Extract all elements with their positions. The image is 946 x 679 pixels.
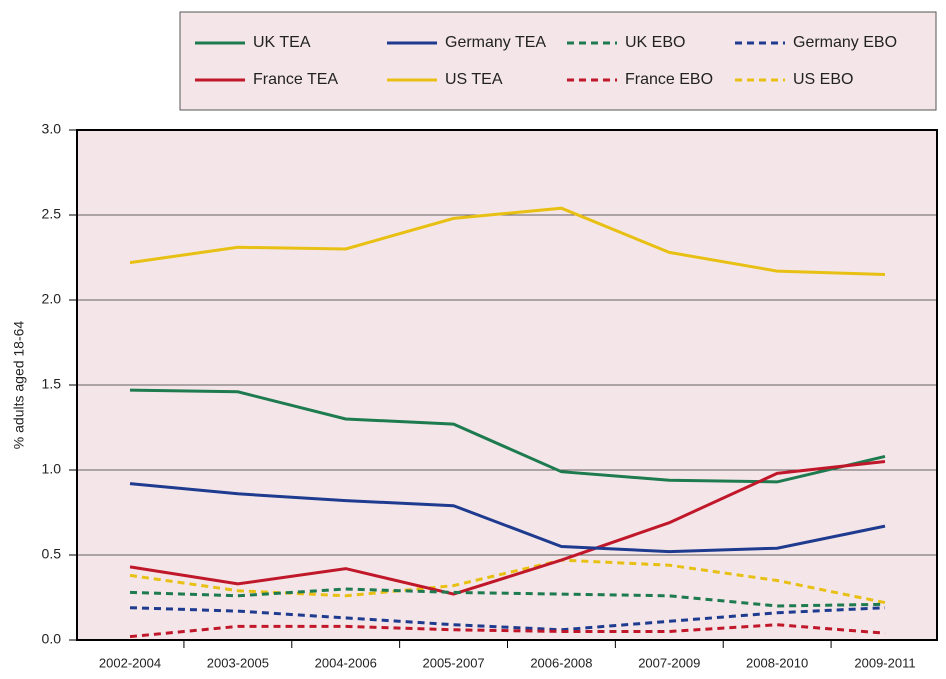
legend-label: France EBO <box>625 71 713 88</box>
x-tick-label: 2009-2011 <box>854 655 915 670</box>
legend-label: UK EBO <box>625 34 685 51</box>
y-tick-label: 3.0 <box>42 121 62 137</box>
line <box>129 206 886 276</box>
y-tick-label: 2.5 <box>42 206 62 222</box>
y-tick-label: 1.0 <box>42 461 62 477</box>
line <box>129 460 886 596</box>
line <box>129 623 886 639</box>
line <box>129 587 886 608</box>
legend-label: Germany TEA <box>445 34 546 51</box>
line <box>129 558 886 605</box>
line <box>129 482 886 554</box>
x-tick-label: 2006-2008 <box>530 655 592 670</box>
legend-label: US TEA <box>445 71 503 88</box>
x-tick-label: 2007-2009 <box>638 655 700 670</box>
legend-label: UK TEA <box>253 34 311 51</box>
y-tick-label: 0.5 <box>42 546 62 562</box>
legend-box <box>179 11 937 111</box>
x-tick-label: 2008-2010 <box>746 655 808 670</box>
y-tick-label: 2.0 <box>42 291 62 307</box>
plot-border <box>76 129 938 641</box>
x-tick-label: 2003-2005 <box>207 655 269 670</box>
legend-label: France TEA <box>253 71 338 88</box>
x-tick-label: 2002-2004 <box>99 655 161 670</box>
y-tick-label: 1.5 <box>42 376 62 392</box>
x-tick-label: 2004-2006 <box>315 655 377 670</box>
legend-label: Germany EBO <box>793 34 897 51</box>
x-tick-label: 2005-2007 <box>422 655 484 670</box>
legend: UK TEA Germany TEA UK EBO Germany EBO France… <box>195 34 897 88</box>
line <box>129 606 886 632</box>
legend-label: US EBO <box>793 71 853 88</box>
y-axis-label: % adults aged 18-64 <box>11 321 27 450</box>
y-tick-label: 0.0 <box>42 631 62 647</box>
